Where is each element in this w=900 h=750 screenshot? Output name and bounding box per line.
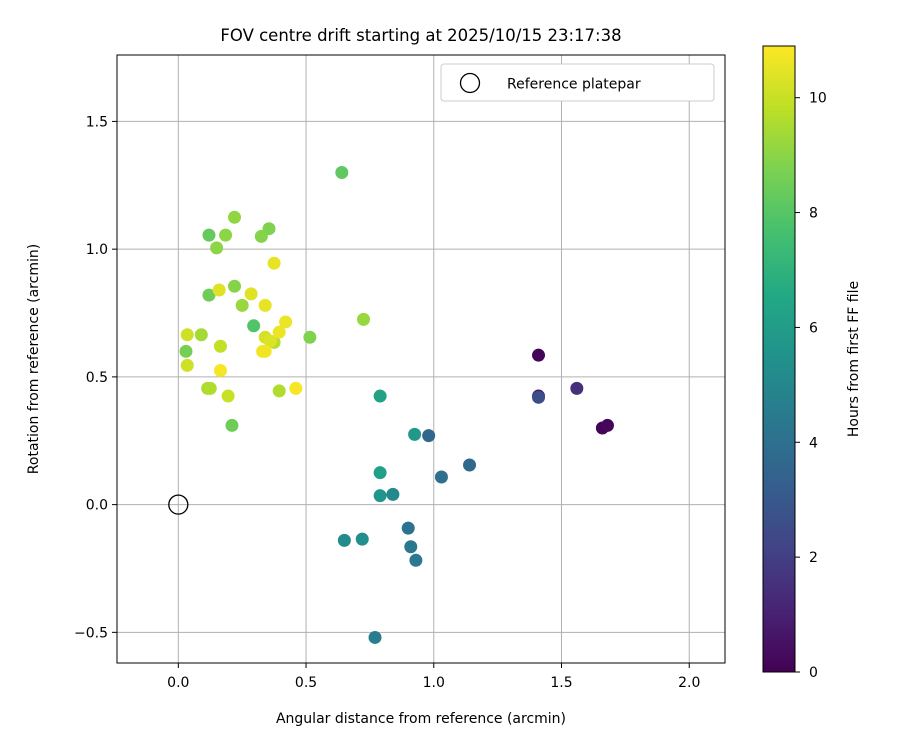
colorbar-label: Hours from first FF file: [846, 281, 862, 437]
y-tick-label: −0.5: [74, 625, 108, 641]
data-point: [404, 540, 418, 554]
data-point: [267, 256, 281, 270]
data-point: [272, 325, 286, 339]
data-point: [258, 298, 272, 312]
data-point: [408, 427, 422, 441]
data-point: [219, 228, 233, 242]
data-point: [244, 287, 258, 301]
data-point: [532, 348, 546, 362]
data-point: [289, 381, 303, 395]
data-point: [409, 553, 423, 567]
chart-title: FOV centre drift starting at 2025/10/15 …: [220, 26, 621, 45]
colorbar: 0 2 4 6 8 10 Hours from first FF file: [762, 45, 862, 681]
data-point: [228, 279, 242, 293]
data-point: [213, 363, 227, 377]
y-tick-label: 1.5: [86, 114, 108, 130]
data-point: [180, 358, 194, 372]
data-point: [279, 315, 293, 329]
data-point: [228, 210, 242, 224]
data-point: [179, 344, 193, 358]
colorbar-tick-label: 10: [809, 91, 827, 107]
data-point: [368, 630, 382, 644]
colorbar-tick-label: 8: [809, 206, 818, 222]
data-points: [179, 166, 614, 644]
data-point: [194, 328, 208, 342]
data-point: [401, 521, 415, 535]
data-point: [463, 458, 477, 472]
y-axis-ticks: −0.5 0.0 0.5 1.0 1.5: [74, 114, 117, 641]
data-point: [213, 339, 227, 353]
data-point: [272, 384, 286, 398]
data-point: [180, 328, 194, 342]
x-tick-label: 2.0: [678, 675, 700, 691]
x-tick-label: 1.5: [550, 675, 572, 691]
colorbar-tick-label: 4: [809, 435, 818, 451]
data-point: [225, 418, 239, 432]
reference-layer: [168, 494, 189, 515]
plot-frame: [116, 54, 726, 664]
colorbar-tick-label: 0: [809, 665, 818, 681]
data-point: [532, 390, 546, 404]
colorbar-gradient: [762, 45, 796, 673]
y-tick-label: 1.0: [86, 242, 108, 258]
data-point: [258, 344, 272, 358]
x-tick-label: 1.0: [423, 675, 445, 691]
data-point: [254, 229, 268, 243]
data-point: [263, 334, 277, 348]
legend-label-reference: Reference platepar: [507, 77, 641, 93]
data-point: [373, 466, 387, 480]
data-point: [600, 418, 614, 432]
data-point: [570, 381, 584, 395]
data-point: [337, 533, 351, 547]
y-tick-label: 0.5: [86, 370, 108, 386]
data-point: [212, 283, 226, 297]
data-point: [373, 389, 387, 403]
data-point: [247, 319, 261, 333]
grid-lines: [117, 55, 725, 663]
data-point: [203, 381, 217, 395]
colorbar-ticks: 0 2 4 6 8 10: [795, 91, 827, 681]
colorbar-tick-label: 2: [809, 550, 818, 566]
data-point: [422, 429, 436, 443]
legend-marker-reference: [459, 72, 481, 94]
colorbar-tick-label: 6: [809, 320, 818, 336]
data-point: [373, 489, 387, 503]
data-point: [202, 288, 216, 302]
data-point: [235, 298, 249, 312]
data-point: [210, 241, 224, 255]
legend: Reference platepar: [440, 63, 715, 102]
x-axis-label: Angular distance from reference (arcmin): [276, 711, 566, 727]
data-point: [357, 312, 371, 326]
x-tick-label: 0.5: [295, 675, 317, 691]
x-axis-ticks: 0.0 0.5 1.0 1.5 2.0: [167, 663, 700, 691]
y-tick-label: 0.0: [86, 498, 108, 514]
y-axis-label: Rotation from reference (arcmin): [26, 244, 42, 474]
data-point: [202, 228, 216, 242]
legend-box: [440, 63, 715, 102]
data-point: [386, 487, 400, 501]
data-point: [335, 166, 349, 180]
x-tick-label: 0.0: [167, 675, 189, 691]
plot-area-background: [117, 55, 725, 663]
data-point: [303, 330, 317, 344]
data-point: [221, 389, 235, 403]
reference-platepar-marker: [168, 494, 189, 515]
data-point: [355, 532, 369, 546]
data-point: [434, 470, 448, 484]
